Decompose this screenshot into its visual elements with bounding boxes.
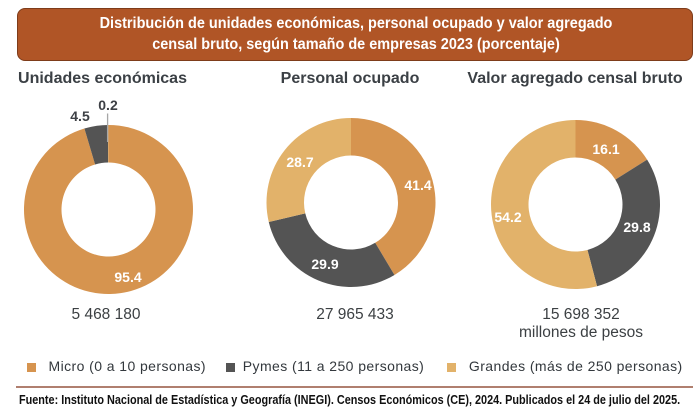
svg-text:54.2: 54.2 [494,209,521,225]
svg-text:41.4: 41.4 [404,177,431,193]
svg-text:28.7: 28.7 [286,154,313,170]
svg-text:4.5: 4.5 [70,108,90,124]
svg-text:95.4: 95.4 [114,269,141,285]
svg-text:29.9: 29.9 [311,256,338,272]
svg-text:29.8: 29.8 [623,219,650,235]
svg-text:0.2: 0.2 [98,97,118,113]
svg-text:16.1: 16.1 [592,141,619,157]
